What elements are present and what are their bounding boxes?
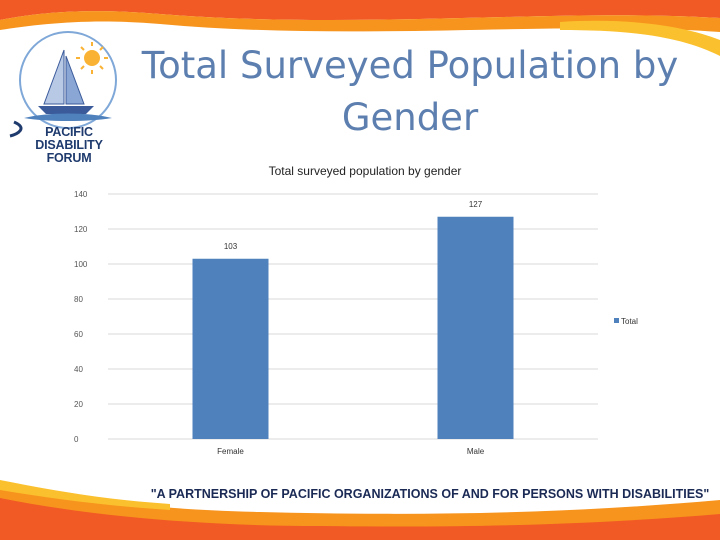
sailboat-sun-logo-icon: [9, 31, 117, 138]
y-tick-label: 0: [74, 435, 79, 444]
logo-wordmark: PACIFIC DISABILITY FORUM: [10, 126, 128, 165]
slide-title: Total Surveyed Population by Gender: [141, 44, 679, 139]
y-tick-label: 60: [74, 330, 83, 339]
y-tick-label: 100: [74, 260, 88, 269]
logo-line-1: PACIFIC DISABILITY: [35, 125, 103, 152]
x-tick-label: Male: [467, 447, 485, 456]
chart-title: Total surveyed population by gender: [268, 164, 462, 178]
legend-label: Total: [621, 317, 638, 326]
data-label: 127: [469, 200, 483, 209]
bottom-decorative-swoosh: [0, 480, 720, 540]
legend-swatch: [614, 318, 619, 323]
y-tick-label: 140: [74, 190, 88, 199]
top-decorative-swoosh: [0, 0, 720, 56]
logo-line-2: FORUM: [46, 151, 92, 165]
bar-female: [192, 258, 269, 439]
tagline: "A PARTNERSHIP OF PACIFIC ORGANIZATIONS …: [150, 487, 710, 501]
data-label: 103: [224, 242, 238, 251]
bar-chart: 0 20 40 60 80 100 120 140 103 Female 127 Male Total: [74, 190, 638, 456]
x-tick-label: Female: [217, 447, 244, 456]
y-tick-label: 20: [74, 400, 83, 409]
bar-male: [437, 216, 514, 439]
y-tick-label: 80: [74, 295, 83, 304]
y-tick-label: 40: [74, 365, 83, 374]
y-tick-label: 120: [74, 225, 88, 234]
